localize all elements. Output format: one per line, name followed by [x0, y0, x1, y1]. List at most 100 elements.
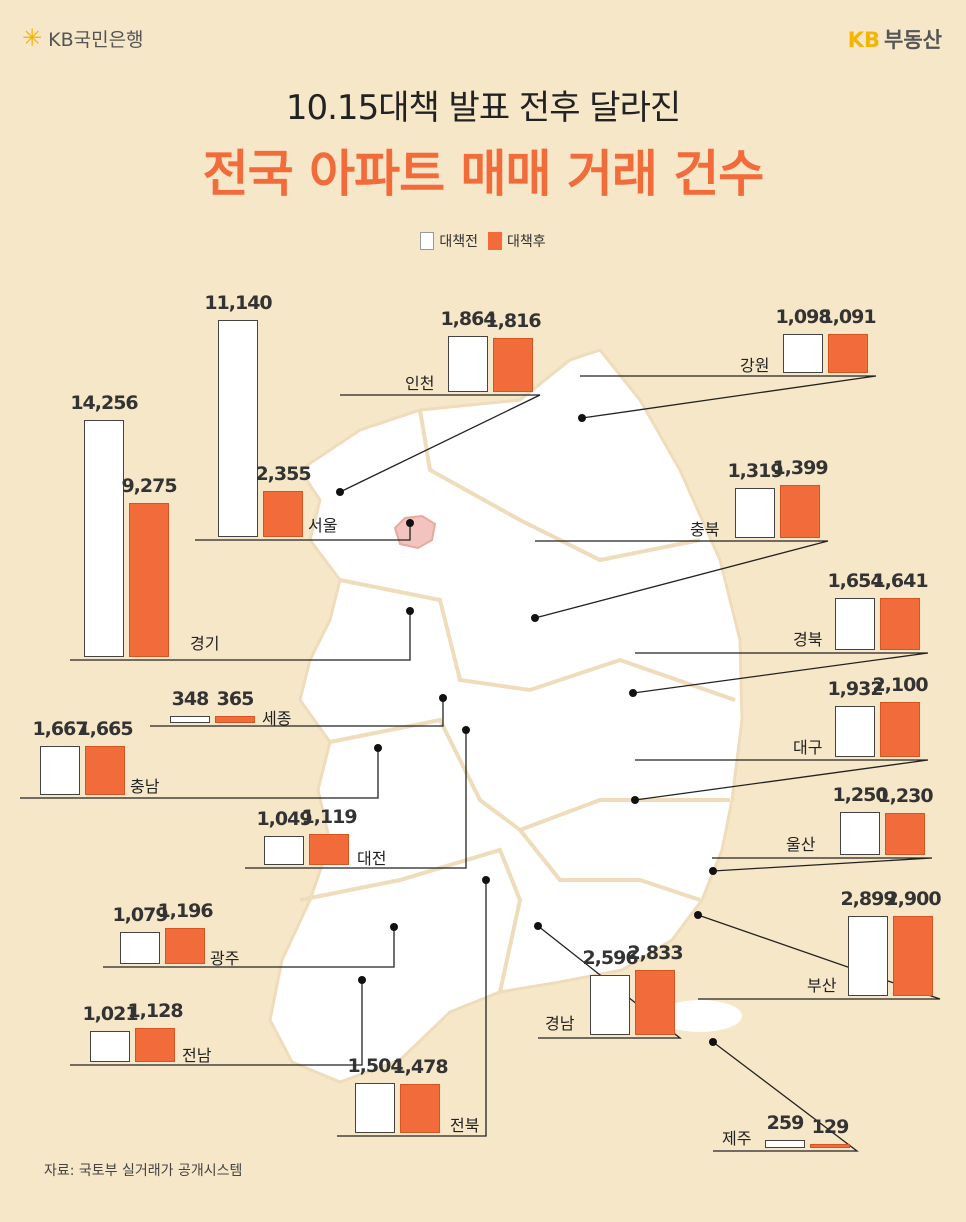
legend-after: 대책후: [488, 231, 546, 251]
bar-before: [765, 1139, 805, 1148]
bar-after: [780, 484, 820, 538]
page-title: 전국 아파트 매매 거래 건수: [202, 145, 765, 203]
value-label-before: 1,319: [727, 459, 783, 482]
value-label-before: 1,864: [440, 308, 496, 331]
bar-before: [848, 915, 888, 996]
region-label: 강원: [740, 356, 770, 375]
region-dot-10: [709, 1038, 717, 1046]
region-dot-3: [578, 414, 586, 422]
bar-before: [590, 975, 630, 1035]
value-label-before: 1,021: [82, 1002, 138, 1025]
province-borders: [299, 409, 736, 993]
connector-line-12: [70, 980, 363, 1066]
bar-after: [828, 334, 868, 373]
region-dot-15: [374, 744, 382, 752]
connector-line-9: [537, 925, 682, 1039]
bar-before: [84, 420, 124, 657]
kb-real-estate-logo: KB 부동산: [848, 24, 942, 54]
value-label-after: 1,128: [127, 999, 183, 1022]
bar-after: [400, 1083, 440, 1133]
connector-line-2: [339, 394, 541, 493]
kb-star-icon: ✳: [22, 24, 43, 52]
connector-line-14: [245, 730, 467, 869]
value-label-before: 1,932: [827, 677, 883, 700]
value-label-after: 2,100: [872, 673, 928, 696]
connector-line-10: [712, 1041, 859, 1152]
source-note: 자료: 국토부 실거래가 공개시스템: [44, 1163, 243, 1179]
value-label-after: 1,119: [301, 806, 357, 829]
connector-line-6: [634, 759, 929, 801]
value-label-after: 1,478: [392, 1055, 448, 1078]
value-label-before: 348: [171, 688, 210, 711]
region-dot-14: [462, 726, 470, 734]
legend-before: 대책전: [420, 231, 478, 251]
kb-kookmin-bank-logo: ✳ KB국민은행: [22, 24, 144, 52]
bar-after: [129, 502, 169, 657]
value-label-after: 129: [811, 1116, 850, 1138]
value-label-before: 2,596: [582, 947, 638, 970]
value-label-before: 259: [766, 1111, 805, 1134]
region-dot-1: [406, 519, 414, 527]
region-label: 경남: [545, 1014, 575, 1033]
region-dot-5: [629, 689, 637, 697]
region-label: 부산: [807, 976, 837, 995]
legend-swatch-after: [488, 232, 502, 250]
jeju-island-shape: [658, 1000, 742, 1032]
value-label-after: 1,399: [772, 456, 828, 479]
value-label-before: 1,654: [827, 570, 883, 593]
value-label-after: 1,091: [820, 306, 876, 329]
region-dot-12: [358, 976, 366, 984]
value-label-after: 1,665: [77, 718, 133, 741]
bar-after: [135, 1027, 175, 1062]
connector-line-1: [195, 523, 411, 541]
bar-after: [893, 915, 933, 996]
logo-right-text: 부동산: [884, 28, 942, 52]
connector-line-4: [534, 540, 829, 619]
bar-before: [448, 336, 488, 392]
bar-before: [90, 1030, 130, 1062]
connector-line-3: [580, 375, 877, 419]
region-label: 경기: [190, 634, 220, 653]
region-label: 대구: [793, 738, 823, 757]
value-label-before: 11,140: [204, 291, 272, 314]
connector-line-5: [632, 652, 929, 694]
bar-before: [835, 705, 875, 757]
logo-kb-text: KB: [847, 28, 881, 52]
value-label-after: 9,275: [121, 474, 177, 497]
region-label: 경북: [793, 630, 823, 649]
region-dot-11: [482, 876, 490, 884]
value-label-before: 1,250: [832, 784, 888, 806]
legend: 대책전 대책후: [0, 231, 966, 251]
region-dot-13: [390, 923, 398, 931]
region-label: 인천: [405, 374, 435, 393]
value-label-before: 1,504: [347, 1055, 403, 1078]
region-dot-7: [709, 867, 717, 875]
bar-after: [880, 701, 920, 757]
bar-before: [218, 319, 258, 537]
region-dot-0: [406, 607, 414, 615]
region-label: 충남: [130, 777, 160, 796]
region-label: 대전: [357, 849, 387, 868]
value-label-after: 2,833: [627, 941, 683, 964]
region-label: 제주: [722, 1129, 752, 1148]
bar-before: [40, 745, 80, 795]
value-label-after: 2,900: [885, 887, 941, 910]
region-label: 울산: [786, 835, 816, 854]
value-label-before: 1,667: [32, 717, 88, 740]
region-dot-6: [631, 796, 639, 804]
bar-before: [170, 716, 210, 723]
bar-after: [85, 746, 125, 795]
bar-before: [264, 836, 304, 865]
connector-line-8: [697, 914, 941, 1000]
bar-after: [880, 598, 920, 650]
connector-line-15: [20, 748, 379, 799]
connector-line-11: [337, 880, 487, 1137]
region-dot-4: [531, 614, 539, 622]
bar-after: [810, 1144, 850, 1148]
value-label-before: 1,079: [112, 903, 168, 926]
bar-before: [735, 487, 775, 538]
connector-line-13: [103, 927, 395, 968]
bar-after: [885, 812, 925, 855]
value-label-before: 1,098: [775, 306, 831, 329]
